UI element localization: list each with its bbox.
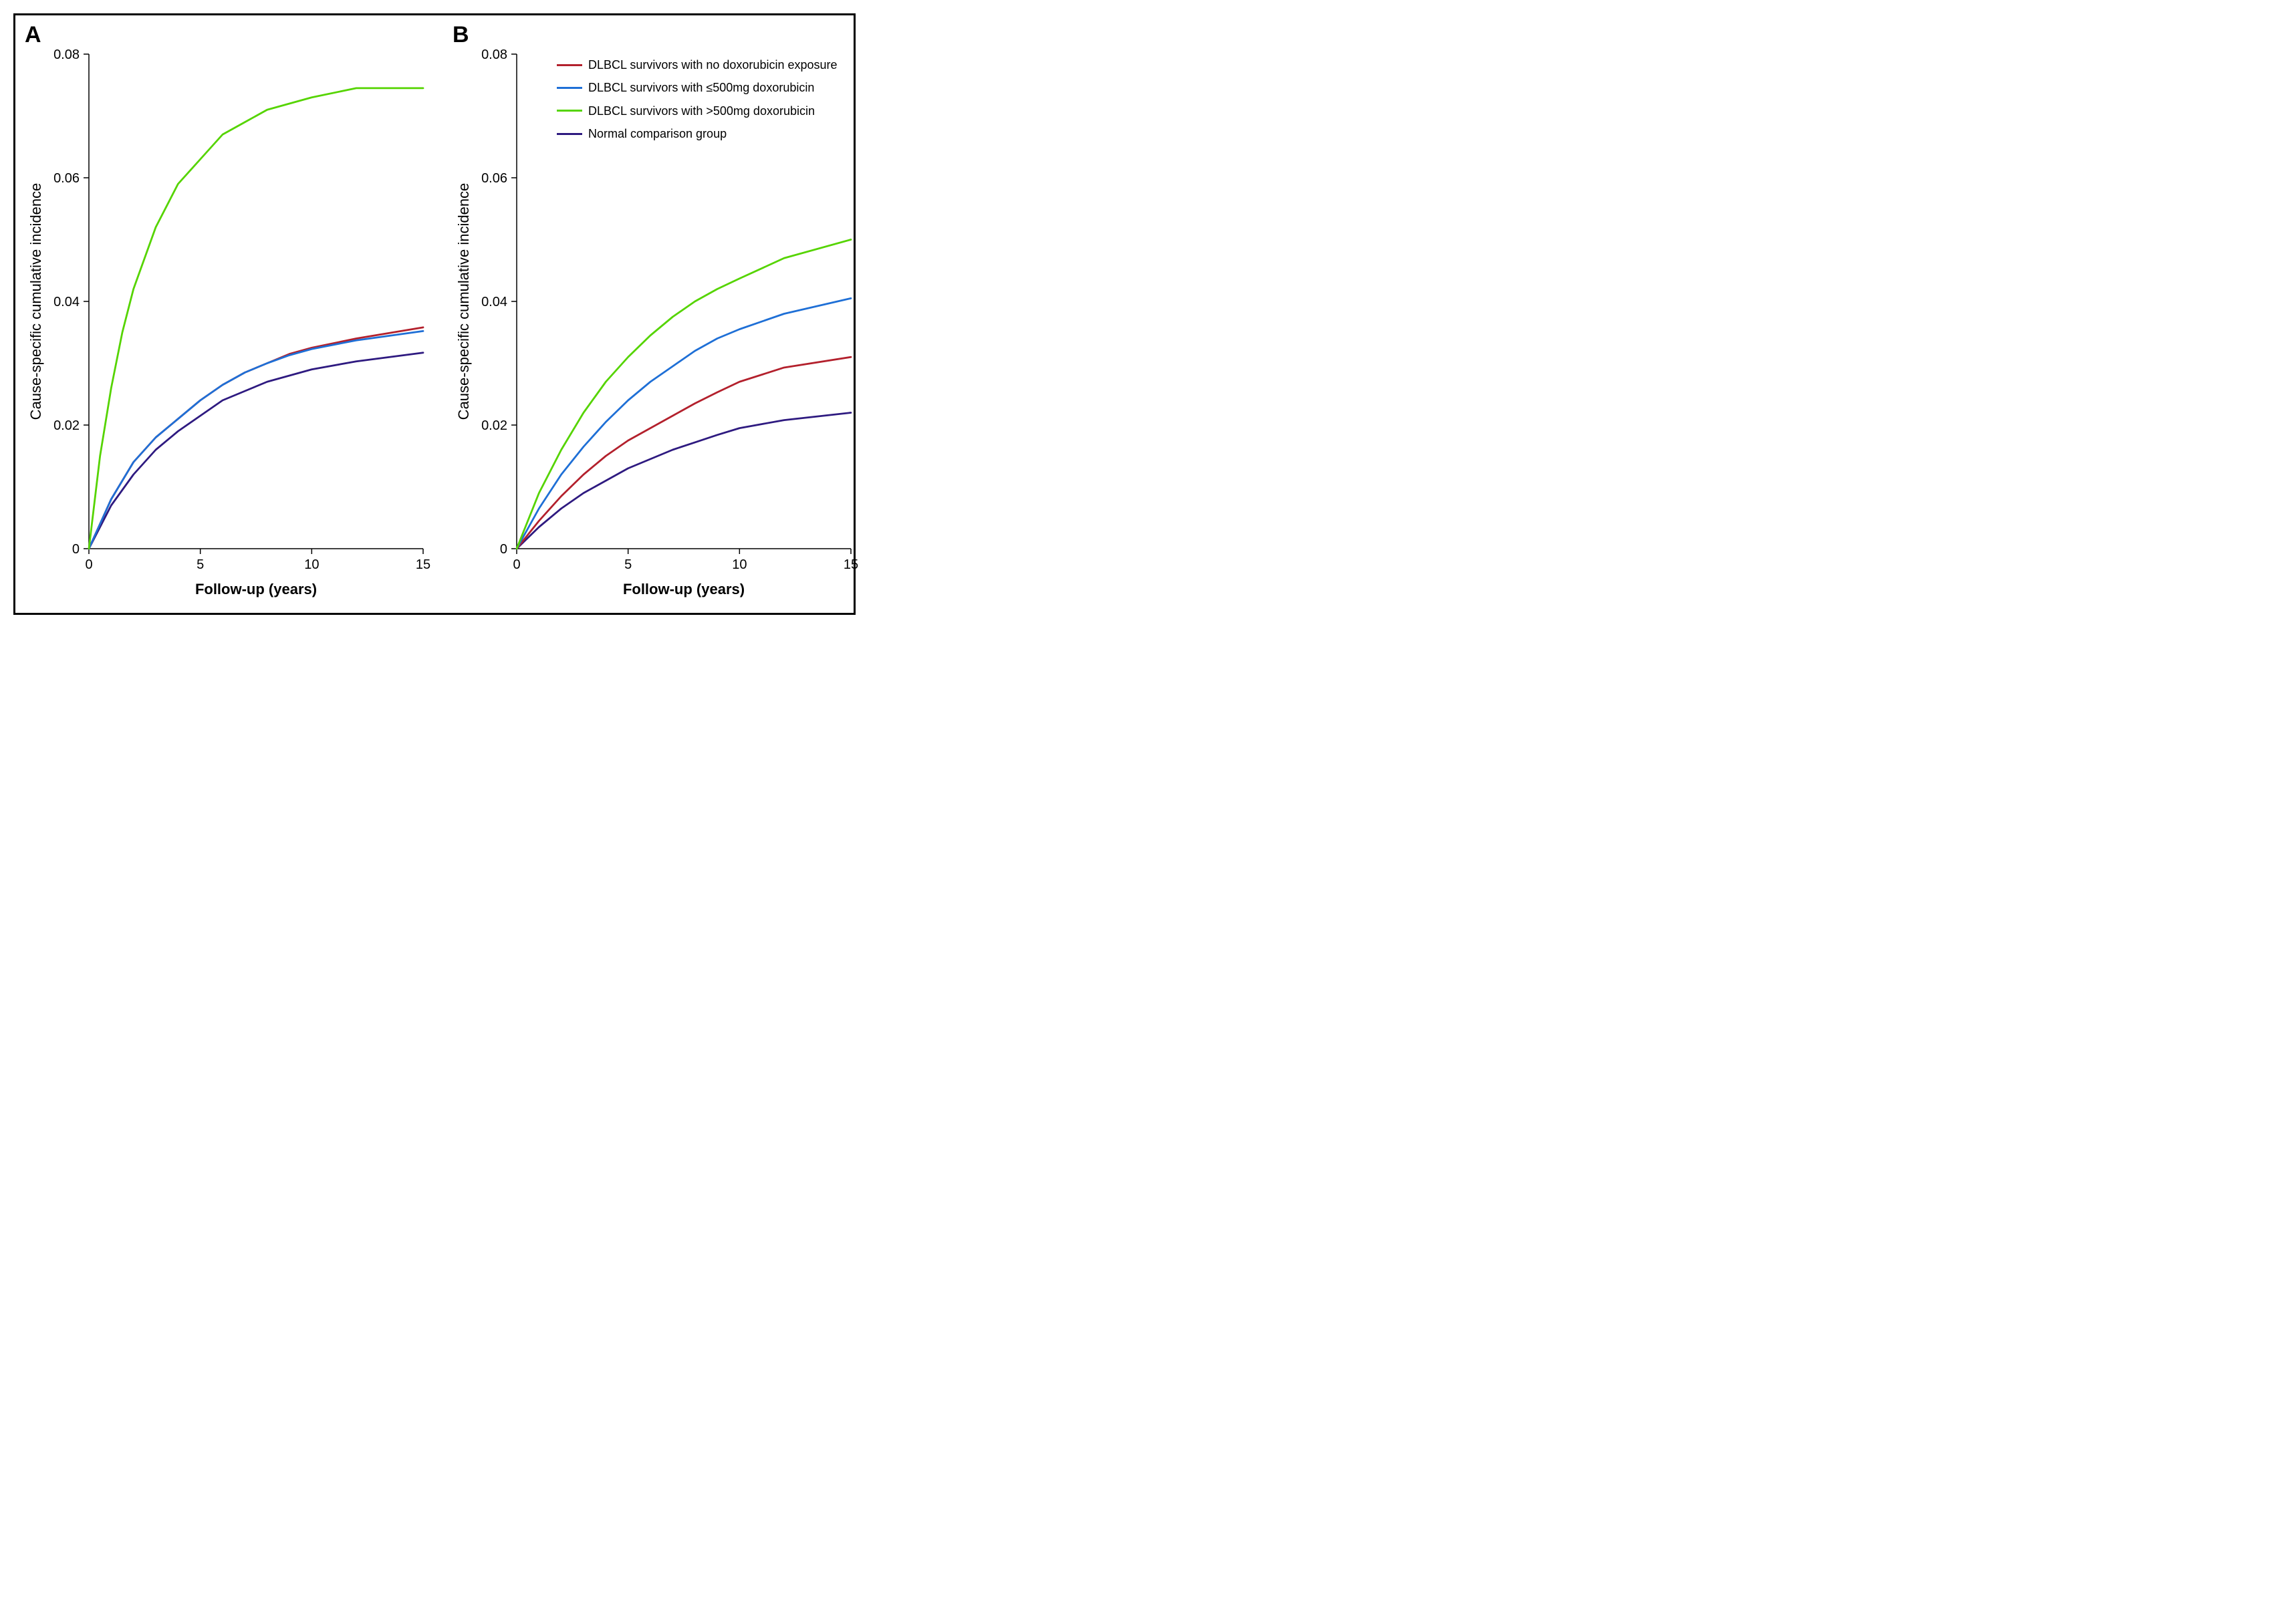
legend-item-no_dox: DLBCL survivors with no doxorubicin expo… <box>557 54 838 76</box>
svg-text:0.08: 0.08 <box>53 47 80 62</box>
svg-text:15: 15 <box>416 557 430 572</box>
svg-text:0.04: 0.04 <box>53 295 80 309</box>
svg-text:0.06: 0.06 <box>53 171 80 186</box>
svg-text:0.02: 0.02 <box>481 418 507 433</box>
legend-label: DLBCL survivors with ≤500mg doxorubicin <box>588 77 814 98</box>
svg-text:0.06: 0.06 <box>481 171 507 186</box>
legend-label: Normal comparison group <box>588 123 727 144</box>
panel-b: B 05101500.020.040.060.08Follow-up (year… <box>443 15 871 613</box>
svg-text:0: 0 <box>513 557 520 572</box>
legend-label: DLBCL survivors with >500mg doxorubicin <box>588 100 815 122</box>
svg-text:0.04: 0.04 <box>481 295 507 309</box>
chart-a-svg: 0 5 10 15 0 0.02 0.04 0.06 0.08 Follow-up (years)… <box>22 27 436 609</box>
legend-swatch <box>557 87 582 89</box>
svg-text:5: 5 <box>624 557 632 572</box>
svg-text:5: 5 <box>197 557 204 572</box>
svg-text:10: 10 <box>732 557 747 572</box>
chart-b-wrap: 0 5 10 15 0 0.02 0.04 0.06 0.08 Follow-up (years)… <box>450 27 864 606</box>
svg-text:0: 0 <box>500 542 507 557</box>
svg-text:0: 0 <box>85 557 92 572</box>
legend: DLBCL survivors with no doxorubicin expo… <box>557 54 838 146</box>
legend-swatch <box>557 133 582 135</box>
legend-swatch <box>557 64 582 66</box>
legend-label: DLBCL survivors with no doxorubicin expo… <box>588 54 838 76</box>
svg-text:Follow-up (years): Follow-up (years) <box>623 581 745 597</box>
svg-text:Cause-specific cumulative inci: Cause-specific cumulative incidence <box>455 183 472 420</box>
legend-item-gt500: DLBCL survivors with >500mg doxorubicin <box>557 100 838 122</box>
svg-text:Cause-specific cumulative inci: Cause-specific cumulative incidence <box>27 183 44 420</box>
svg-text:0: 0 <box>72 542 80 557</box>
svg-text:Follow-up (years): Follow-up (years) <box>195 581 317 597</box>
legend-swatch <box>557 110 582 112</box>
chart-a-wrap: 0 5 10 15 0 0.02 0.04 0.06 0.08 Follow-up (years)… <box>22 27 436 606</box>
panel-a: A 05101500.020.040.060.08Follow-up (year… <box>15 15 443 613</box>
legend-item-normal: Normal comparison group <box>557 123 838 144</box>
svg-text:0.08: 0.08 <box>481 47 507 62</box>
svg-text:15: 15 <box>844 557 858 572</box>
svg-text:10: 10 <box>304 557 319 572</box>
svg-text:0.02: 0.02 <box>53 418 80 433</box>
figure-container: A 05101500.020.040.060.08Follow-up (year… <box>13 13 856 615</box>
legend-item-le500: DLBCL survivors with ≤500mg doxorubicin <box>557 77 838 98</box>
